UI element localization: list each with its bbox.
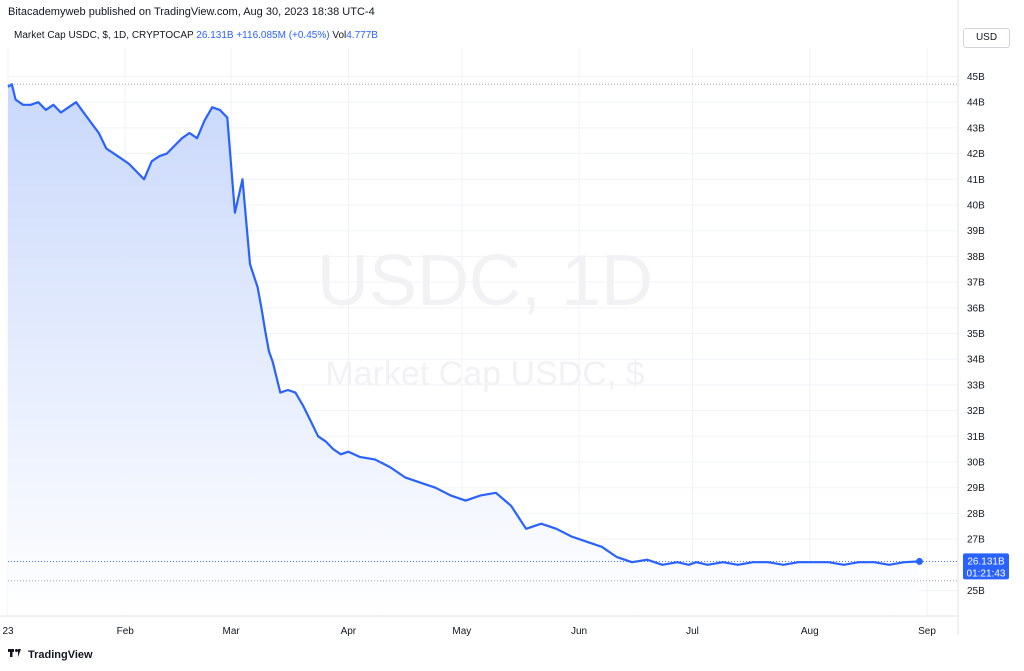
legend-title: Market Cap USDC, $, 1D, CRYPTOCAP [14, 30, 194, 41]
y-tick-label: 39B [967, 226, 985, 237]
legend-change: +116.085M (+0.45%) [236, 30, 330, 41]
series-line-path [7, 83, 920, 566]
last-point-marker [915, 557, 923, 565]
x-tick-label: Jul [686, 626, 699, 637]
x-tick-label: May [452, 626, 471, 637]
area-fill [8, 84, 920, 616]
y-tick-label: 28B [967, 509, 985, 520]
y-tick-label: 31B [967, 432, 985, 443]
y-tick-label: 34B [967, 355, 985, 366]
y-tick-label: 42B [967, 149, 985, 160]
y-axis[interactable]: 25B26B27B28B29B30B31B32B33B34B35B36B37B3… [957, 0, 985, 635]
y-tick-label: 36B [967, 303, 985, 314]
y-tick-label: 30B [967, 458, 985, 469]
y-tick-label: 38B [967, 252, 985, 263]
y-tick-label: 35B [967, 329, 985, 340]
y-tick-label: 45B [967, 72, 985, 83]
published-line: Bitacademyweb published on TradingView.c… [8, 6, 375, 18]
price-tag-countdown: 01:21:43 [967, 568, 1006, 579]
y-tick-label: 40B [967, 201, 985, 212]
legend-value: 26.131B [196, 30, 234, 41]
y-tick-label: 43B [967, 123, 985, 134]
y-tick-label: 41B [967, 175, 985, 186]
legend-vol-label: Vol [332, 30, 347, 41]
y-tick-label: 27B [967, 535, 985, 546]
x-tick-label: Sep [918, 626, 936, 637]
footer: TradingView [8, 648, 93, 661]
y-tick-label: 32B [967, 406, 985, 417]
y-tick-label: 33B [967, 380, 985, 391]
x-tick-label: Jun [571, 626, 587, 637]
chart-legend: Market Cap USDC, $, 1D, CRYPTOCAP 26.131… [14, 30, 378, 41]
tradingview-logo-icon [8, 648, 24, 661]
y-tick-label: 29B [967, 483, 985, 494]
series-line [7, 83, 958, 582]
y-tick-label: 25B [967, 586, 985, 597]
watermark-description: Market Cap USDC, $ [325, 355, 644, 393]
x-tick-label: Apr [341, 626, 357, 637]
x-axis[interactable]: 23 Feb Mar Apr May Jun Jul Aug Sep [0, 615, 958, 637]
area-path [8, 84, 920, 616]
footer-logo-text: TradingView [28, 648, 93, 661]
watermark-symbol: USDC, 1D [317, 241, 653, 321]
price-tag-value: 26.131B [967, 556, 1005, 567]
currency-button[interactable]: USD [963, 28, 1010, 48]
price-tag-box [963, 553, 1009, 580]
x-tick-label: Aug [801, 626, 819, 637]
y-tick-label: 44B [967, 98, 985, 109]
y-tick-label: 37B [967, 278, 985, 289]
x-tick-label: Mar [223, 626, 241, 637]
x-tick-label: Feb [117, 626, 135, 637]
price-tag: 26.131B 01:21:43 [963, 553, 1009, 580]
x-tick-label: 23 [2, 626, 14, 637]
legend-vol-value: 4.777B [346, 30, 378, 41]
